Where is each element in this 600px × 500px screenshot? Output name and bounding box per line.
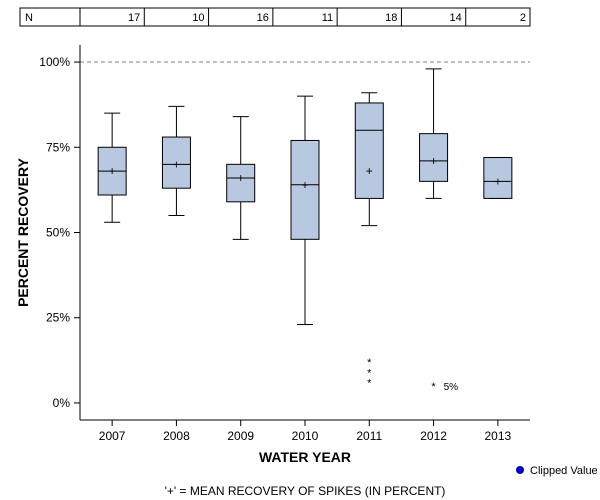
mean-marker: + — [430, 154, 437, 168]
legend-marker-icon — [516, 466, 524, 474]
x-tick-label: 2012 — [420, 429, 447, 443]
x-tick-label: 2011 — [356, 429, 382, 443]
y-tick-label: 75% — [46, 140, 70, 154]
boxplot-chart: N 17 10 16 11 18 14 2 0% 25% 50% 75% 100% 2007 2008 200… — [0, 0, 600, 500]
n-count: 17 — [128, 12, 140, 24]
footnote: '+' = MEAN RECOVERY OF SPIKES (IN PERCEN… — [165, 484, 446, 498]
x-tick-label: 2013 — [485, 429, 512, 443]
legend-label: Clipped Value — [530, 465, 598, 477]
outlier-marker: * — [367, 378, 372, 390]
mean-marker: + — [366, 164, 373, 178]
mean-marker: + — [237, 171, 244, 185]
n-count: 14 — [449, 12, 461, 24]
n-count: 16 — [257, 12, 269, 24]
x-tick-label: 2007 — [99, 429, 126, 443]
n-count: 10 — [192, 12, 204, 24]
n-count: 2 — [520, 12, 526, 24]
mean-marker: + — [173, 157, 180, 171]
mean-marker: + — [301, 178, 308, 192]
x-tick-label: 2009 — [227, 429, 254, 443]
y-tick-label: 100% — [39, 55, 70, 69]
n-count: 18 — [385, 12, 397, 24]
y-tick-label: 50% — [46, 226, 70, 240]
chart-bg — [0, 0, 600, 500]
y-tick-label: 25% — [46, 311, 70, 325]
outlier-label: 5% — [444, 382, 459, 393]
n-header: N — [25, 12, 33, 24]
box — [355, 103, 383, 198]
mean-marker: + — [494, 174, 501, 188]
x-axis-label: WATER YEAR — [259, 449, 351, 465]
x-tick-label: 2008 — [163, 429, 190, 443]
mean-marker: + — [109, 164, 116, 178]
n-count: 11 — [322, 12, 333, 24]
outlier-marker: * — [431, 381, 436, 393]
x-tick-label: 2010 — [292, 429, 319, 443]
y-axis-label: PERCENT RECOVERY — [15, 157, 31, 307]
y-tick-label: 0% — [53, 396, 71, 410]
